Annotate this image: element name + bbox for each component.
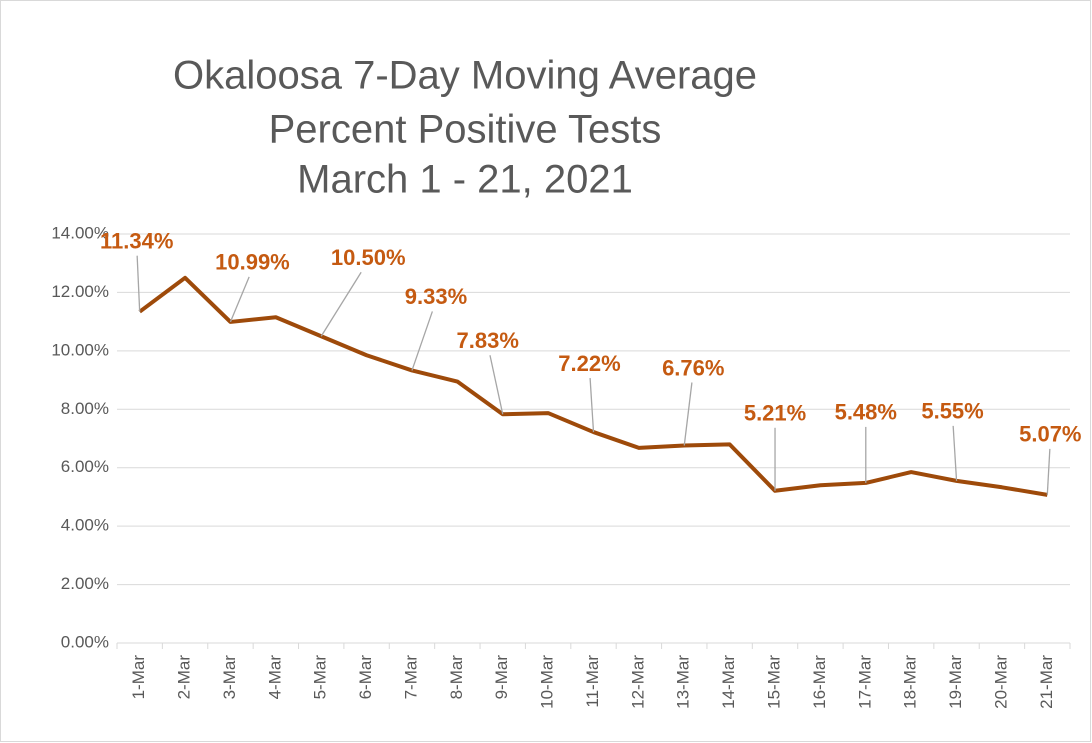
x-tick-label: 3-Mar: [220, 655, 239, 700]
data-label: 5.55%: [921, 399, 983, 424]
y-tick-label: 8.00%: [61, 399, 109, 418]
y-tick-label: 6.00%: [61, 457, 109, 476]
data-label: 11.34%: [100, 229, 173, 254]
x-tick-label: 13-Mar: [674, 655, 693, 709]
x-tick-label: 4-Mar: [265, 655, 284, 700]
x-tick-label: 18-Mar: [901, 655, 920, 709]
y-tick-label: 12.00%: [51, 282, 109, 301]
leader-line: [683, 382, 693, 446]
x-tick-label: 16-Mar: [810, 655, 829, 709]
x-tick-label: 6-Mar: [356, 655, 375, 700]
x-tick-label: 10-Mar: [538, 655, 557, 709]
chart-title: March 1 - 21, 2021: [297, 158, 633, 202]
data-label: 9.33%: [405, 284, 467, 309]
x-tick-label: 15-Mar: [765, 655, 784, 709]
leader-line: [320, 271, 362, 337]
x-tick-label: 5-Mar: [311, 655, 330, 700]
x-tick-label: 12-Mar: [628, 655, 647, 709]
y-tick-label: 0.00%: [61, 632, 109, 651]
leader-line: [589, 378, 595, 433]
leader-line: [136, 255, 141, 312]
data-label: 7.83%: [457, 328, 519, 353]
x-tick-label: 21-Mar: [1037, 655, 1056, 709]
data-label: 7.22%: [558, 351, 620, 376]
leader-line: [952, 425, 958, 481]
data-label: 5.07%: [1019, 422, 1081, 447]
x-tick-label: 17-Mar: [855, 655, 874, 709]
data-label: 10.50%: [331, 245, 406, 270]
leader-line: [411, 311, 433, 371]
chart-title: Percent Positive Tests: [269, 108, 662, 152]
x-tick-label: 11-Mar: [583, 655, 602, 708]
x-tick-label: 2-Mar: [175, 655, 194, 700]
x-tick-label: 20-Mar: [991, 655, 1010, 709]
y-tick-label: 4.00%: [61, 516, 109, 535]
leader-line: [229, 276, 250, 323]
leader-line: [1046, 448, 1051, 495]
x-tick-label: 8-Mar: [447, 655, 466, 700]
x-tick-label: 14-Mar: [719, 655, 738, 709]
data-label: 5.48%: [835, 400, 897, 425]
x-tick-label: 9-Mar: [492, 655, 511, 700]
data-label: 5.21%: [744, 401, 806, 426]
data-label: 6.76%: [662, 355, 724, 380]
y-tick-label: 10.00%: [51, 340, 109, 359]
x-tick-label: 19-Mar: [946, 655, 965, 709]
x-tick-label: 7-Mar: [401, 655, 420, 700]
data-label: 10.99%: [215, 250, 290, 275]
leader-line: [489, 355, 504, 415]
x-tick-label: 1-Mar: [129, 655, 148, 700]
y-tick-label: 2.00%: [61, 574, 109, 593]
y-tick-label: 14.00%: [51, 223, 109, 242]
chart-title: Okaloosa 7-Day Moving Average: [173, 54, 757, 98]
